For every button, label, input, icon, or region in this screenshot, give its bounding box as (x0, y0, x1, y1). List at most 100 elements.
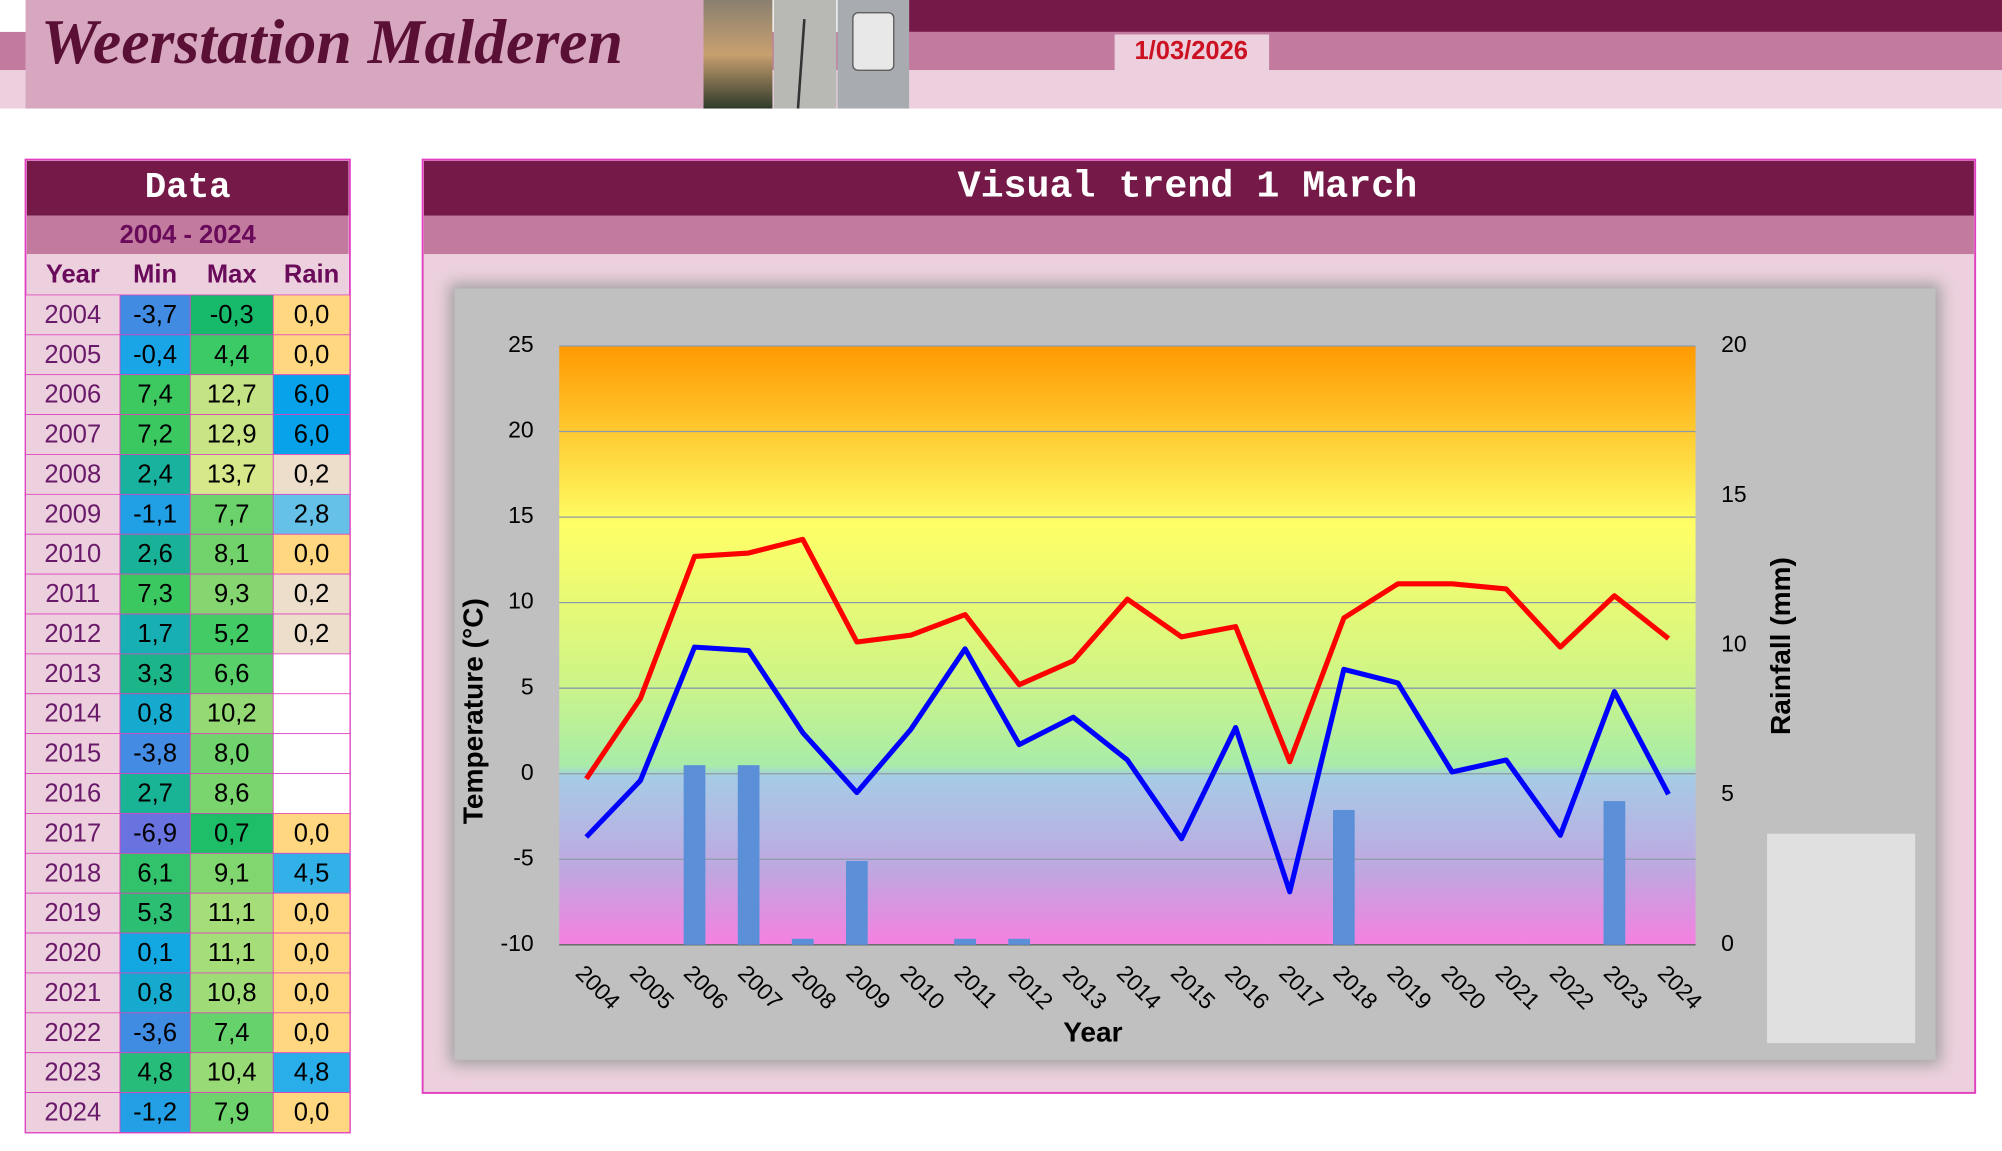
year-cell: 2005 (44, 341, 101, 369)
photo-screen (852, 12, 895, 71)
cell (272, 932, 351, 974)
cell (272, 892, 351, 934)
cell (272, 613, 351, 655)
value-cell: 13,7 (207, 460, 257, 488)
site-title: Weerstation Malderen (41, 6, 623, 77)
cell (25, 613, 121, 655)
value-cell: 0,7 (214, 819, 249, 847)
bar (1603, 801, 1626, 945)
cell (25, 454, 121, 495)
year-cell: 2013 (44, 660, 101, 688)
cell (119, 813, 191, 854)
value-cell: 3,3 (137, 660, 172, 688)
cell (119, 374, 191, 415)
value-cell: 0,8 (137, 979, 172, 1007)
value-cell: 2,7 (137, 780, 172, 808)
value-cell: 0,0 (294, 1099, 329, 1127)
value-cell: 9,3 (214, 580, 249, 608)
value-cell: -3,6 (133, 1019, 177, 1047)
y2-tick-label: 15 (1721, 481, 1747, 507)
date-box (1114, 34, 1270, 71)
value-cell: 7,9 (214, 1099, 249, 1127)
value-cell: -1,2 (133, 1099, 177, 1127)
photo-pole (796, 19, 806, 109)
y-tick-label: 5 (521, 673, 534, 699)
year-cell: 2012 (44, 620, 101, 648)
value-cell: -3,8 (133, 740, 177, 768)
cell (119, 932, 191, 974)
value-cell: 4,8 (294, 1059, 329, 1087)
cell (119, 892, 191, 934)
year-cell: 2022 (44, 1019, 101, 1047)
value-cell: 2,4 (137, 460, 172, 488)
column-header: Max (207, 261, 257, 289)
cell (119, 414, 191, 455)
value-cell: 0,1 (137, 939, 172, 967)
table-title: Data (145, 167, 231, 208)
year-cell: 2024 (44, 1099, 101, 1127)
y2-tick-label: 20 (1721, 331, 1747, 357)
cell (189, 573, 274, 615)
year-cell: 2007 (44, 421, 101, 449)
value-cell: 2,6 (137, 540, 172, 568)
value-cell: 7,4 (214, 1019, 249, 1047)
value-cell: 0,0 (294, 1019, 329, 1047)
value-cell: 4,8 (137, 1059, 172, 1087)
chart-subbar (423, 215, 1974, 255)
year-cell: 2019 (44, 899, 101, 927)
bar (1008, 938, 1031, 945)
y-tick-label: -10 (501, 930, 534, 956)
value-cell: 0,0 (294, 979, 329, 1007)
value-cell: 7,3 (137, 580, 172, 608)
value-cell: 5,2 (214, 620, 249, 648)
period-bar (26, 215, 349, 255)
cell (119, 334, 191, 376)
cell (189, 1092, 274, 1133)
cell (119, 773, 191, 814)
y-tick-label: 10 (508, 588, 534, 614)
y-tick-label: 20 (508, 417, 534, 443)
value-cell: 6,6 (214, 660, 249, 688)
year-cell: 2015 (44, 740, 101, 768)
chart-title: Visual trend 1 March (958, 165, 1418, 209)
cell (272, 294, 351, 336)
cell (272, 813, 351, 854)
year-cell: 2006 (44, 381, 101, 409)
year-cell: 2014 (44, 700, 101, 728)
value-cell: 12,7 (207, 381, 257, 409)
value-cell: 6,1 (137, 859, 172, 887)
value-cell: 7,7 (214, 500, 249, 528)
value-cell: 4,4 (214, 341, 249, 369)
year-cell: 2009 (44, 500, 101, 528)
value-cell: 0,0 (294, 301, 329, 329)
cell (272, 852, 351, 894)
bar (954, 938, 976, 945)
value-cell: 11,1 (208, 899, 256, 927)
x-axis-title: Year (1063, 1017, 1122, 1048)
value-cell: 7,2 (137, 421, 172, 449)
cell (25, 733, 121, 774)
y-tick-label: 0 (521, 759, 534, 785)
y-tick-label: 25 (508, 331, 534, 357)
value-cell: 4,5 (294, 859, 329, 887)
cell (119, 693, 191, 735)
value-cell: 10,4 (207, 1059, 257, 1087)
year-cell: 2004 (44, 301, 101, 329)
value-cell: 12,9 (207, 421, 257, 449)
column-header: Year (46, 261, 100, 289)
column-header: Rain (284, 261, 339, 289)
value-cell: 10,2 (207, 700, 257, 728)
y-tick-label: -5 (513, 844, 533, 870)
bar (683, 765, 706, 945)
value-cell: -0,3 (210, 301, 254, 329)
value-cell: 0,2 (294, 580, 329, 608)
value-cell: 0,2 (294, 460, 329, 488)
table-title-bar (26, 160, 349, 216)
cell (272, 773, 351, 814)
cell (272, 533, 351, 575)
value-cell: -3,7 (133, 301, 177, 329)
photo (703, 0, 773, 109)
value-cell: 11,1 (208, 939, 256, 967)
value-cell: 6,0 (294, 381, 329, 409)
